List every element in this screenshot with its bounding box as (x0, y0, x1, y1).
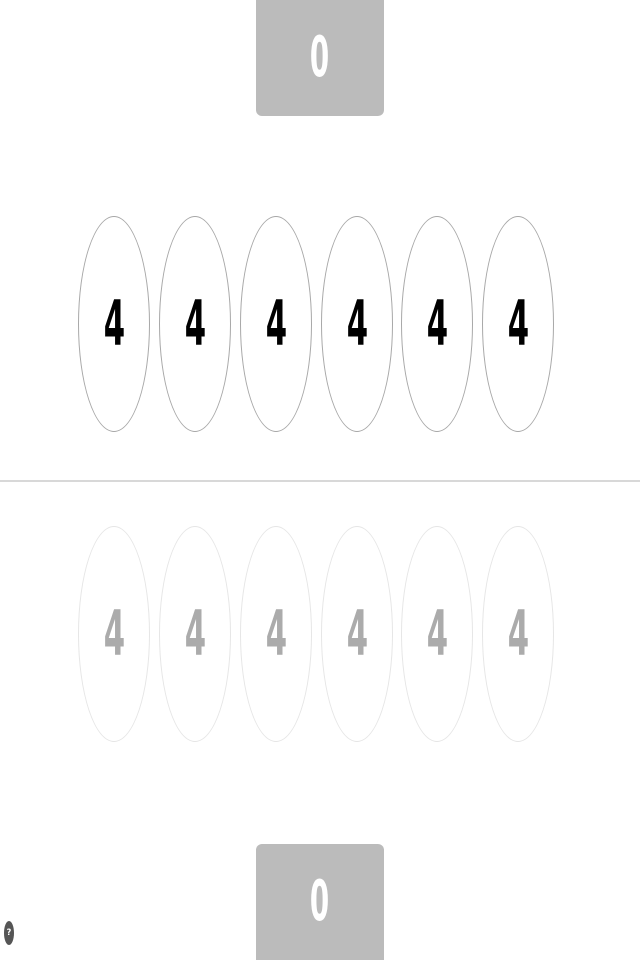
pit-stone-count: 4 (103, 287, 125, 360)
pit-stone-count: 4 (265, 597, 287, 670)
player-pit-2[interactable]: 4 (159, 526, 231, 742)
opponent-pit-1[interactable]: 4 (78, 216, 150, 432)
pit-stone-count: 4 (184, 597, 206, 670)
opponent-store-score: 0 (310, 25, 330, 90)
opponent-pit-2[interactable]: 4 (159, 216, 231, 432)
opponent-pit-row: 4 4 4 4 4 4 (0, 216, 640, 434)
player-pit-6[interactable]: 4 (482, 526, 554, 742)
pit-stone-count: 4 (426, 287, 448, 360)
pit-stone-count: 4 (184, 287, 206, 360)
help-button[interactable]: ? (4, 921, 14, 945)
pit-stone-count: 4 (507, 597, 529, 670)
player-store[interactable]: 0 (256, 844, 384, 960)
player-store-score: 0 (310, 869, 330, 934)
board-divider (0, 480, 640, 482)
opponent-pit-3[interactable]: 4 (240, 216, 312, 432)
opponent-pit-6[interactable]: 4 (482, 216, 554, 432)
player-pit-3[interactable]: 4 (240, 526, 312, 742)
player-pit-5[interactable]: 4 (401, 526, 473, 742)
opponent-pit-5[interactable]: 4 (401, 216, 473, 432)
player-pit-row: 4 4 4 4 4 4 (0, 526, 640, 744)
player-pit-1[interactable]: 4 (78, 526, 150, 742)
player-pit-4[interactable]: 4 (321, 526, 393, 742)
pit-stone-count: 4 (507, 287, 529, 360)
pit-stone-count: 4 (346, 597, 368, 670)
opponent-store[interactable]: 0 (256, 0, 384, 116)
pit-stone-count: 4 (346, 287, 368, 360)
opponent-pit-4[interactable]: 4 (321, 216, 393, 432)
help-icon: ? (6, 928, 12, 938)
pit-stone-count: 4 (103, 597, 125, 670)
pit-stone-count: 4 (265, 287, 287, 360)
pit-stone-count: 4 (426, 597, 448, 670)
